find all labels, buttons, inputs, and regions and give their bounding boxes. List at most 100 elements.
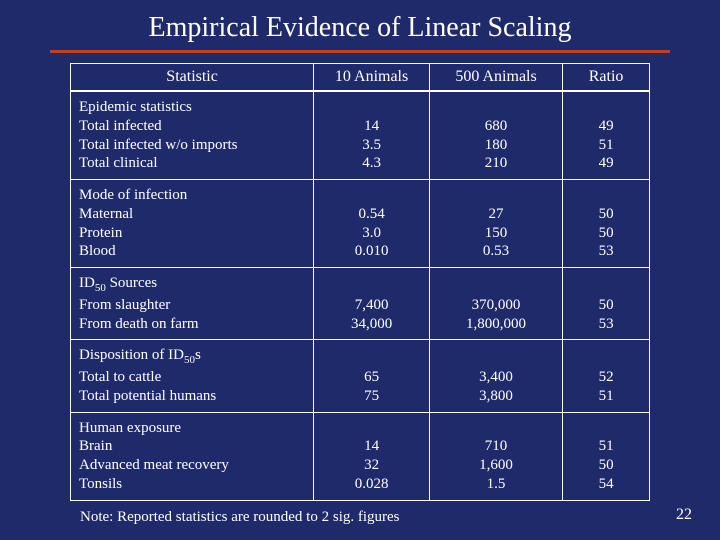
cell-value: 32	[314, 456, 430, 475]
group-heading-row: Disposition of ID50s	[71, 340, 650, 368]
empty-cell	[314, 340, 430, 368]
row-label: Total potential humans	[71, 387, 314, 412]
cell-value: 3,400	[429, 368, 562, 387]
cell-value: 52	[563, 368, 650, 387]
cell-value: 0.010	[314, 242, 430, 267]
empty-cell	[314, 412, 430, 437]
cell-value: 53	[563, 242, 650, 267]
cell-value: 51	[563, 136, 650, 155]
cell-value: 7,400	[314, 296, 430, 315]
cell-value: 49	[563, 117, 650, 136]
row-label: Tonsils	[71, 475, 314, 500]
table-row: Tonsils0.0281.554	[71, 475, 650, 500]
table-row: From death on farm34,0001,800,00053	[71, 315, 650, 340]
cell-value: 0.54	[314, 205, 430, 224]
slide-title: Empirical Evidence of Linear Scaling	[0, 0, 720, 50]
row-label: Total infected w/o imports	[71, 136, 314, 155]
group-heading-row: Epidemic statistics	[71, 91, 650, 117]
cell-value: 150	[429, 224, 562, 243]
group-heading-row: ID50 Sources	[71, 268, 650, 296]
cell-value: 1,800,000	[429, 315, 562, 340]
cell-value: 75	[314, 387, 430, 412]
group-heading: Mode of infection	[71, 180, 314, 205]
table-group: Epidemic statisticsTotal infected1468049…	[71, 91, 650, 180]
cell-value: 1,600	[429, 456, 562, 475]
cell-value: 3.5	[314, 136, 430, 155]
group-heading: Disposition of ID50s	[71, 340, 314, 368]
empty-cell	[563, 91, 650, 117]
table-row: Maternal0.542750	[71, 205, 650, 224]
cell-value: 54	[563, 475, 650, 500]
empty-cell	[563, 268, 650, 296]
table-row: Total potential humans753,80051	[71, 387, 650, 412]
table-row: Blood0.0100.5353	[71, 242, 650, 267]
cell-value: 3,800	[429, 387, 562, 412]
table-row: Total clinical4.321049	[71, 154, 650, 179]
col-header-statistic: Statistic	[71, 64, 314, 92]
row-label: From slaughter	[71, 296, 314, 315]
table-row: Advanced meat recovery321,60050	[71, 456, 650, 475]
empty-cell	[429, 340, 562, 368]
page-number: 22	[676, 506, 692, 524]
row-label: Brain	[71, 437, 314, 456]
cell-value: 34,000	[314, 315, 430, 340]
cell-value: 210	[429, 154, 562, 179]
table-group: Disposition of ID50sTotal to cattle653,4…	[71, 340, 650, 412]
empty-cell	[314, 91, 430, 117]
cell-value: 370,000	[429, 296, 562, 315]
table-row: Total to cattle653,40052	[71, 368, 650, 387]
row-label: Total clinical	[71, 154, 314, 179]
table-group: Human exposureBrain1471051Advanced meat …	[71, 412, 650, 500]
cell-value: 50	[563, 296, 650, 315]
row-label: Maternal	[71, 205, 314, 224]
group-heading-row: Human exposure	[71, 412, 650, 437]
cell-value: 0.028	[314, 475, 430, 500]
cell-value: 51	[563, 387, 650, 412]
cell-value: 0.53	[429, 242, 562, 267]
group-heading: Human exposure	[71, 412, 314, 437]
cell-value: 53	[563, 315, 650, 340]
table-container: Statistic 10 Animals 500 Animals Ratio E…	[0, 53, 720, 501]
row-label: Total to cattle	[71, 368, 314, 387]
table-row: Brain1471051	[71, 437, 650, 456]
col-header-ratio: Ratio	[563, 64, 650, 92]
empty-cell	[429, 91, 562, 117]
cell-value: 50	[563, 456, 650, 475]
row-label: Total infected	[71, 117, 314, 136]
table-row: Total infected1468049	[71, 117, 650, 136]
empty-cell	[314, 180, 430, 205]
cell-value: 14	[314, 437, 430, 456]
empty-cell	[563, 340, 650, 368]
table-group: ID50 SourcesFrom slaughter7,400370,00050…	[71, 268, 650, 340]
empty-cell	[429, 268, 562, 296]
group-heading: ID50 Sources	[71, 268, 314, 296]
row-label: From death on farm	[71, 315, 314, 340]
cell-value: 1.5	[429, 475, 562, 500]
cell-value: 710	[429, 437, 562, 456]
row-label: Advanced meat recovery	[71, 456, 314, 475]
col-header-500-animals: 500 Animals	[429, 64, 562, 92]
row-label: Protein	[71, 224, 314, 243]
footnote: Note: Reported statistics are rounded to…	[0, 501, 720, 526]
table-header-row: Statistic 10 Animals 500 Animals Ratio	[71, 64, 650, 92]
empty-cell	[429, 180, 562, 205]
table-row: From slaughter7,400370,00050	[71, 296, 650, 315]
table-row: Protein3.015050	[71, 224, 650, 243]
cell-value: 180	[429, 136, 562, 155]
table-group: Mode of infectionMaternal0.542750Protein…	[71, 180, 650, 268]
group-heading: Epidemic statistics	[71, 91, 314, 117]
cell-value: 51	[563, 437, 650, 456]
table-row: Total infected w/o imports3.518051	[71, 136, 650, 155]
cell-value: 4.3	[314, 154, 430, 179]
cell-value: 50	[563, 205, 650, 224]
cell-value: 680	[429, 117, 562, 136]
row-label: Blood	[71, 242, 314, 267]
cell-value: 65	[314, 368, 430, 387]
group-heading-row: Mode of infection	[71, 180, 650, 205]
cell-value: 49	[563, 154, 650, 179]
empty-cell	[563, 180, 650, 205]
empty-cell	[314, 268, 430, 296]
cell-value: 3.0	[314, 224, 430, 243]
data-table: Statistic 10 Animals 500 Animals Ratio E…	[70, 63, 650, 501]
cell-value: 14	[314, 117, 430, 136]
